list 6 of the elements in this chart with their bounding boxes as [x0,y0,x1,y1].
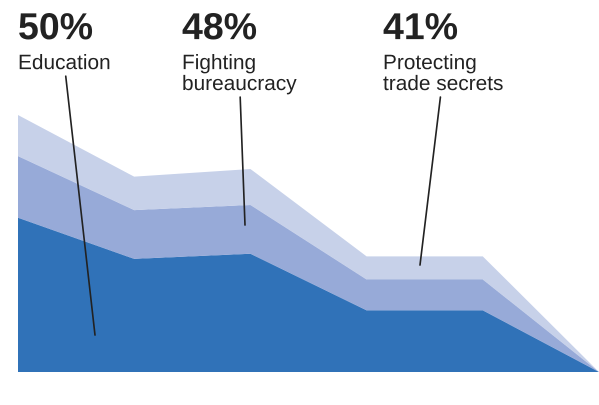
text: Education [20,54,110,70]
text: 50% [19,12,92,40]
text: Fighting bureaucracy [183,54,297,94]
text: Protecting trade secrets [383,54,503,90]
text: 41% [384,13,458,40]
text: 48% [182,12,256,40]
